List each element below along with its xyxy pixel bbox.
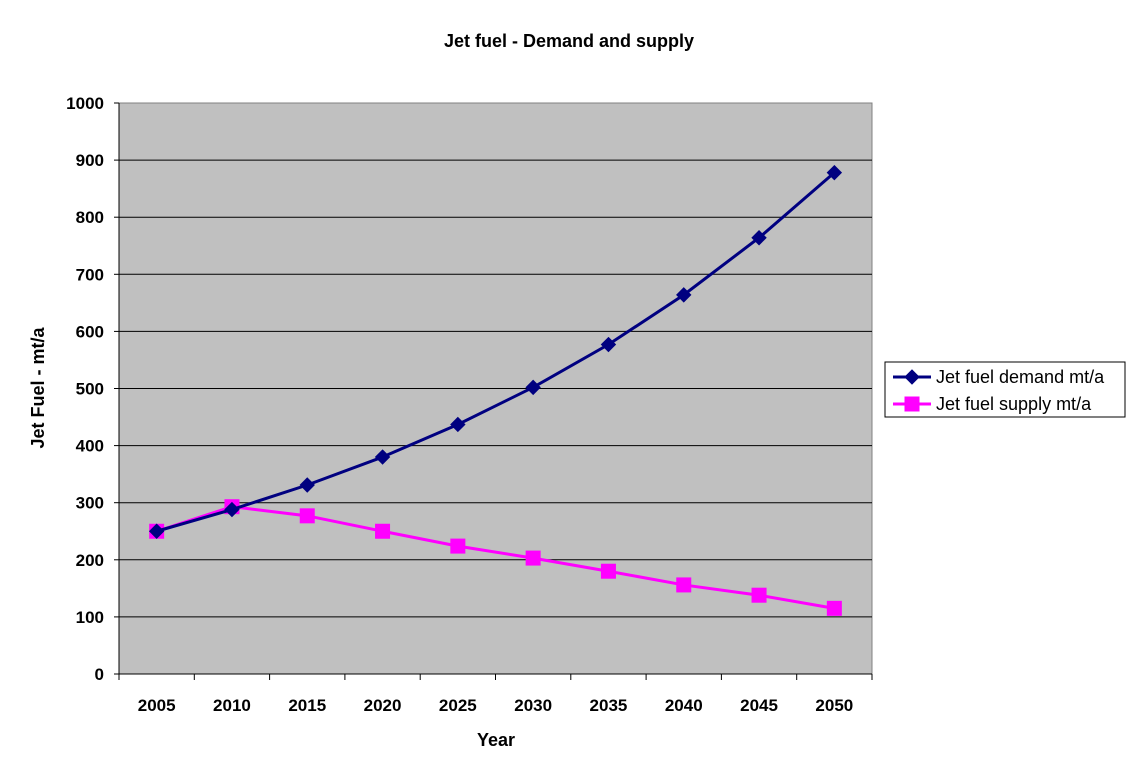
y-tick-label: 700 [76,265,104,284]
x-tick-label: 2020 [364,696,402,715]
data-point-square [600,563,616,579]
series-line [156,171,836,533]
y-tick-labels: 0 100 200 300 400 500 600 700 800 900 1000 [66,94,104,684]
y-tick-label: 500 [76,380,104,399]
y-tick-label: 0 [95,665,104,684]
x-tick-labels: 2005 2010 2015 2020 2025 2030 2035 2040 2045 2050 [138,696,854,715]
x-tick-label: 2045 [740,696,778,715]
x-tick-label: 2010 [213,696,251,715]
y-tick-label: 300 [76,494,104,513]
y-axis-title: Jet Fuel - mt/a [28,327,48,449]
y-tick-label: 600 [76,322,104,341]
x-tick-label: 2040 [665,696,703,715]
x-tick-label: 2035 [590,696,628,715]
data-point-diamond [600,336,617,353]
data-point-square [525,550,541,566]
data-point-square [450,538,466,554]
data-point-square [676,577,692,593]
series-demand [148,164,843,539]
data-point-square [299,508,315,524]
y-tick-label: 200 [76,551,104,570]
data-point-diamond [826,164,843,181]
data-point-diamond [224,501,240,518]
y-tick-label: 100 [76,608,104,627]
data-point-square [751,587,767,603]
data-point-diamond [904,369,920,385]
x-axis-title: Year [477,730,515,750]
series-lines [148,164,843,616]
x-tick-label: 2005 [138,696,176,715]
data-point-square [904,396,920,412]
legend-label: Jet fuel supply mt/a [936,394,1092,414]
data-point-diamond [525,379,541,396]
x-tick-label: 2030 [514,696,552,715]
data-point-diamond [450,416,466,433]
axes [114,102,873,680]
data-point-diamond [148,523,165,539]
grid-lines [119,159,872,618]
chart-title: Jet fuel - Demand and supply [444,31,694,51]
data-point-diamond [676,287,692,303]
legend-box [884,361,1126,418]
x-tick-label: 2025 [439,696,477,715]
series-line [156,505,835,610]
x-tick-label: 2015 [288,696,326,715]
y-tick-label: 400 [76,437,104,456]
legend: Jet fuel demand mt/a Jet fuel supply mt/a [884,361,1126,418]
data-point-diamond [751,230,767,246]
x-tick-label: 2050 [815,696,853,715]
data-point-diamond [374,449,391,465]
data-point-square [375,523,391,539]
y-tick-label: 1000 [66,94,104,113]
legend-items: Jet fuel demand mt/a Jet fuel supply mt/a [893,367,1105,414]
data-point-diamond [299,477,315,493]
legend-label: Jet fuel demand mt/a [936,367,1105,387]
y-tick-label: 900 [76,151,104,170]
data-point-square [826,600,842,616]
y-tick-label: 800 [76,208,104,227]
